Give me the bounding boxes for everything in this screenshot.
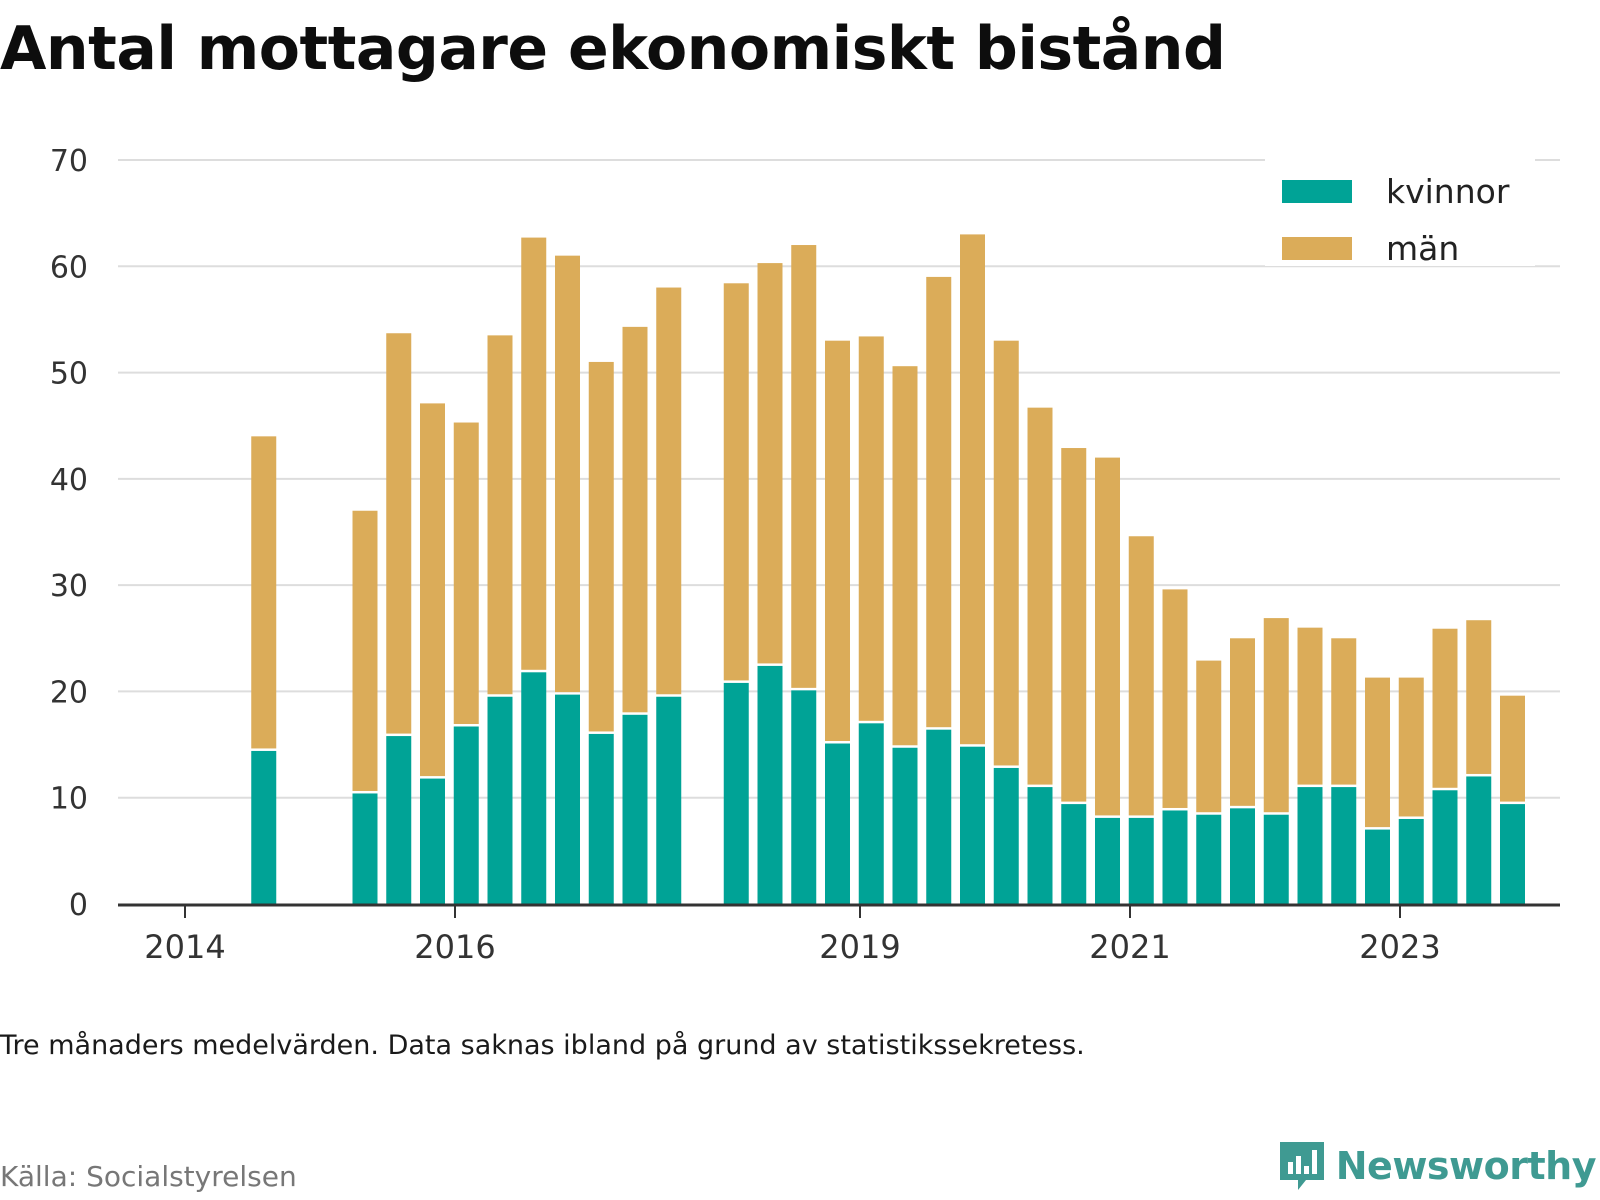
- bar-kvinnor: [723, 682, 749, 904]
- legend-swatch-man: [1282, 237, 1352, 260]
- bar-man: [622, 326, 648, 713]
- bar-kvinnor: [926, 729, 952, 904]
- bar-man: [352, 510, 378, 791]
- legend: kvinnor män: [1265, 158, 1535, 268]
- bar-man: [1095, 457, 1120, 816]
- bar-kvinnor: [993, 767, 1019, 904]
- bar-man: [420, 403, 445, 777]
- y-tick-label: 20: [50, 675, 88, 710]
- bar-kvinnor: [1331, 787, 1357, 904]
- bar-kvinnor: [1095, 817, 1120, 904]
- x-tick-label: 2019: [819, 928, 900, 966]
- legend-label-man: män: [1386, 229, 1459, 268]
- y-tick-label: 0: [69, 888, 88, 923]
- bar-man: [1027, 407, 1053, 785]
- bar-kvinnor: [1196, 814, 1222, 904]
- newsworthy-logo-icon: [1279, 1142, 1324, 1190]
- y-tick-label: 10: [50, 782, 88, 817]
- bar-kvinnor: [1128, 817, 1154, 904]
- bar-kvinnor: [555, 694, 580, 904]
- bar-kvinnor: [757, 665, 783, 904]
- y-tick-label: 60: [50, 250, 88, 285]
- bar-man: [521, 237, 547, 670]
- source-credit: Källa: Socialstyrelsen: [0, 1160, 297, 1193]
- bar-kvinnor: [825, 743, 850, 904]
- bar-kvinnor: [521, 672, 547, 904]
- bar-man: [1263, 618, 1289, 813]
- bars: [251, 234, 1525, 904]
- bar-man: [487, 335, 513, 695]
- bar-man: [1230, 638, 1255, 806]
- y-axis-ticks: 0 10 20 30 40 50 60 70: [50, 144, 88, 923]
- legend-swatch-kvinnor: [1282, 180, 1352, 203]
- bar-kvinnor: [251, 750, 277, 904]
- bar-kvinnor: [1061, 804, 1087, 904]
- y-tick-label: 40: [50, 463, 88, 498]
- bar-kvinnor: [386, 736, 412, 904]
- bar-man: [251, 436, 277, 749]
- bar-kvinnor: [1162, 810, 1188, 904]
- bar-man: [453, 422, 479, 725]
- bar-kvinnor: [892, 747, 918, 904]
- x-tick-label: 2014: [144, 928, 225, 966]
- bar-kvinnor: [656, 696, 682, 904]
- bar-kvinnor: [588, 733, 614, 904]
- x-tick-label: 2023: [1359, 928, 1440, 966]
- x-axis: 2014 2016 2019 2021 2023: [118, 903, 1560, 966]
- bar-kvinnor: [453, 726, 479, 904]
- bar-kvinnor: [1398, 818, 1424, 904]
- bar-man: [1398, 677, 1424, 817]
- bar-kvinnor: [1263, 814, 1289, 904]
- bar-man: [1196, 660, 1222, 813]
- x-tick-label: 2016: [414, 928, 495, 966]
- bar-man: [825, 340, 850, 742]
- bar-man: [1432, 628, 1458, 788]
- stacked-bar-chart: 0 10 20 30 40 50 60 70 2014 2016 2019 2021 2023 kvi…: [50, 144, 1560, 966]
- bar-man: [892, 366, 918, 746]
- brand-name: Newsworthy: [1335, 1144, 1597, 1188]
- bar-kvinnor: [352, 793, 378, 904]
- bar-man: [656, 287, 682, 695]
- bar-kvinnor: [791, 690, 817, 904]
- bar-man: [723, 283, 749, 681]
- bar-man: [960, 234, 985, 745]
- y-tick-label: 70: [50, 144, 88, 179]
- bar-kvinnor: [1500, 804, 1525, 904]
- y-tick-label: 30: [50, 569, 88, 604]
- bar-man: [555, 255, 580, 693]
- bar-man: [1162, 589, 1188, 808]
- bar-kvinnor: [622, 714, 648, 904]
- bar-kvinnor: [858, 723, 884, 904]
- bar-man: [1331, 638, 1357, 785]
- bar-kvinnor: [487, 696, 513, 904]
- bar-man: [757, 263, 783, 664]
- y-tick-label: 50: [50, 357, 88, 392]
- bar-kvinnor: [1027, 787, 1053, 904]
- bar-kvinnor: [1432, 790, 1458, 904]
- bar-man: [1365, 677, 1390, 828]
- bar-man: [588, 361, 614, 732]
- bar-man: [1466, 620, 1492, 774]
- bar-man: [1500, 695, 1525, 802]
- chart-title: Antal mottagare ekonomiskt bistånd: [0, 14, 1226, 84]
- bar-man: [1297, 627, 1323, 785]
- bar-man: [993, 340, 1019, 766]
- bar-man: [791, 245, 817, 688]
- bar-man: [1061, 448, 1087, 802]
- bar-kvinnor: [1230, 808, 1255, 904]
- bar-man: [858, 336, 884, 721]
- bar-man: [926, 276, 952, 728]
- bar-kvinnor: [1365, 829, 1390, 904]
- bar-man: [386, 333, 412, 734]
- bar-man: [1128, 536, 1154, 816]
- x-tick-label: 2021: [1089, 928, 1170, 966]
- bar-kvinnor: [1466, 776, 1492, 904]
- bar-kvinnor: [1297, 787, 1323, 904]
- legend-label-kvinnor: kvinnor: [1386, 172, 1510, 211]
- bar-kvinnor: [960, 746, 985, 904]
- bar-kvinnor: [420, 778, 445, 904]
- brand-logo: Newsworthy: [1276, 1138, 1597, 1194]
- chart-note: Tre månaders medelvärden. Data saknas ib…: [0, 1030, 1085, 1061]
